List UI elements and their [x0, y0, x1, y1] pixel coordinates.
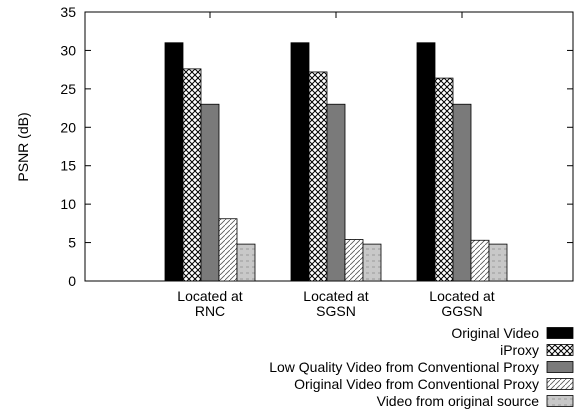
x-tick-label: Located at [303, 288, 368, 304]
x-tick-label: RNC [195, 303, 225, 319]
x-tick-label: GGSN [441, 303, 482, 319]
bar [416, 42, 436, 282]
y-tick-label: 15 [60, 158, 76, 174]
legend-label: Original Video [451, 325, 539, 341]
bar [434, 77, 454, 282]
y-tick-label: 30 [60, 42, 76, 58]
legend-label: Low Quality Video from Conventional Prox… [269, 359, 539, 375]
bar [470, 239, 490, 282]
bar [452, 103, 472, 282]
bar [362, 243, 382, 282]
legend-swatch [546, 395, 574, 407]
bar [344, 239, 364, 282]
bar [290, 42, 310, 282]
y-tick-label: 25 [60, 81, 76, 97]
bar [236, 243, 256, 282]
legend-swatch [546, 361, 574, 373]
y-tick-label: 0 [68, 273, 76, 289]
bar [308, 71, 328, 282]
bar [488, 243, 508, 282]
y-tick-label: 10 [60, 196, 76, 212]
bar [218, 218, 238, 282]
x-tick-label: Located at [177, 288, 242, 304]
bar [200, 103, 220, 282]
legend-swatch [546, 327, 574, 339]
y-tick-label: 35 [60, 4, 76, 20]
legend-label: Video from original source [377, 393, 540, 409]
x-tick-label: SGSN [316, 303, 356, 319]
bar [164, 42, 184, 282]
legend-swatch [546, 344, 574, 356]
y-axis-label: PSNR (dB) [15, 112, 31, 181]
y-tick-label: 20 [60, 119, 76, 135]
bar [326, 103, 346, 282]
legend-label: iProxy [500, 342, 539, 358]
legend-label: Original Video from Conventional Proxy [294, 376, 539, 392]
y-axis: 0 5 10 15 20 25 30 35 [60, 4, 573, 289]
bars [164, 42, 508, 282]
legend-swatch [546, 378, 574, 390]
bar [182, 68, 202, 282]
x-tick-label: Located at [429, 288, 494, 304]
y-tick-label: 5 [68, 235, 76, 251]
